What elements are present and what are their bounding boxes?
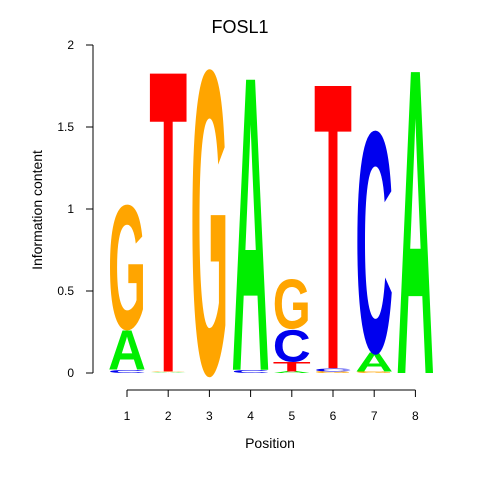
chart-title: FOSL1 <box>211 17 268 37</box>
logo-letter-g: G <box>190 0 228 466</box>
y-tick-label: 1 <box>67 202 74 216</box>
logo-letter-a: A <box>396 0 434 467</box>
y-tick-label: 0 <box>67 366 74 380</box>
x-tick-label: 7 <box>371 409 378 423</box>
logo-letter-g: G <box>314 371 352 374</box>
logo-letter-g: G <box>355 371 393 374</box>
logo-letter-t: T <box>314 0 352 456</box>
y-axis-label: Information content <box>29 150 45 270</box>
y-tick-label: 1.5 <box>57 120 74 134</box>
x-tick-label: 6 <box>330 409 337 423</box>
x-axis: 1 2 3 4 5 6 7 8 <box>124 389 419 423</box>
x-tick-label: 5 <box>288 409 295 423</box>
logo-letter-g: G <box>108 168 146 367</box>
x-tick-label: 8 <box>412 409 419 423</box>
logo-letter-g: G <box>273 265 311 344</box>
x-axis-label: Position <box>245 435 295 451</box>
x-tick-label: 3 <box>206 409 213 423</box>
logo-letter-a: A <box>232 0 270 460</box>
logo-letter-t: T <box>149 0 187 464</box>
logo-letter-c: C <box>108 369 146 374</box>
logo-letter-c: C <box>314 367 352 372</box>
logo-letter-a: A <box>273 371 311 374</box>
logo-letter-c: C <box>232 369 270 374</box>
logo-letter-c: C <box>355 67 393 420</box>
logo-letter-t: T <box>273 359 312 374</box>
x-tick-label: 1 <box>124 409 131 423</box>
logo-letter-a: A <box>355 347 393 378</box>
logo-letter-a: A <box>108 318 146 382</box>
x-tick-label: 4 <box>247 409 254 423</box>
y-axis: 0 0.5 1 1.5 2 <box>57 38 94 380</box>
logo-letter-a: A <box>149 372 187 373</box>
logo-letter-c: C <box>273 321 311 372</box>
y-tick-label: 0.5 <box>57 284 74 298</box>
logo-letter-g: G <box>149 371 187 372</box>
x-tick-label: 2 <box>165 409 172 423</box>
y-tick-label: 2 <box>67 38 74 52</box>
